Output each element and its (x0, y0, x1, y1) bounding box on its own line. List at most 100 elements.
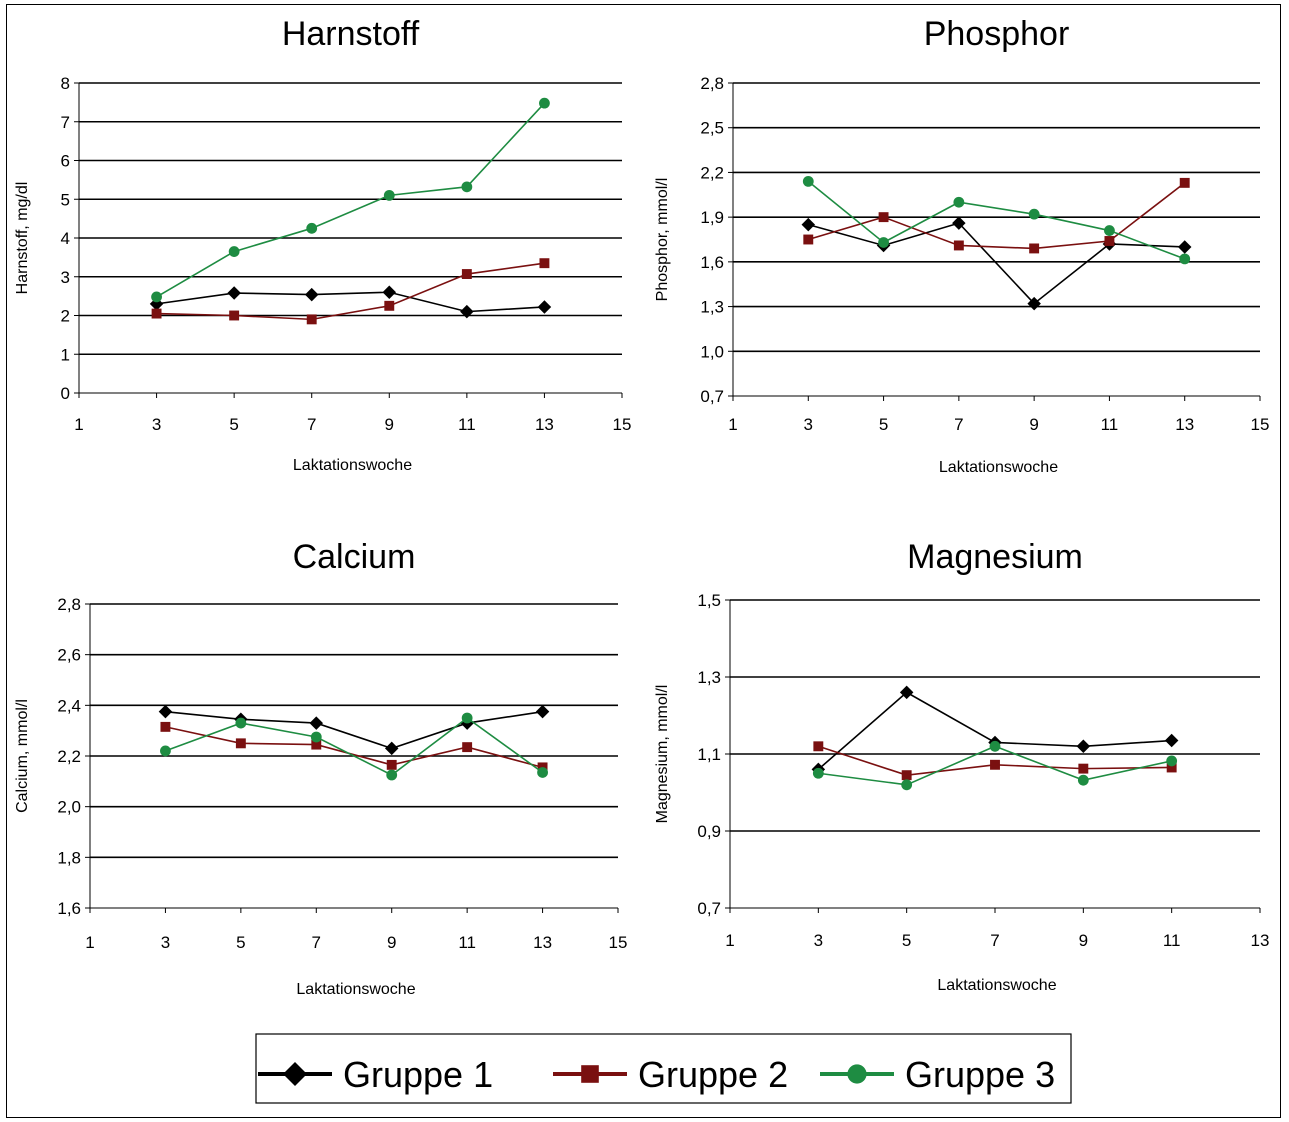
y-tick-label: 0,7 (700, 387, 724, 406)
x-tick-label: 5 (879, 415, 888, 434)
y-tick-label: 1,0 (700, 342, 724, 361)
data-point (537, 300, 552, 314)
data-point (953, 240, 964, 251)
data-point (878, 237, 889, 248)
series-line (165, 717, 544, 776)
series-line (808, 222, 1185, 305)
series-gruppe-1 (801, 216, 1192, 311)
x-tick-label: 13 (535, 415, 554, 434)
data-point (1029, 243, 1040, 254)
x-tick-label: 3 (152, 415, 161, 434)
legend-marker (581, 1065, 599, 1083)
data-point (1177, 240, 1192, 254)
y-tick-label: 2,5 (700, 119, 724, 138)
chart-title: Phosphor (924, 15, 1070, 53)
data-point (535, 704, 550, 719)
x-tick-label: 5 (902, 931, 911, 950)
series-gruppe-2 (151, 258, 550, 325)
data-point (1179, 253, 1191, 265)
data-point (1028, 208, 1040, 220)
data-point (310, 731, 322, 743)
data-point (228, 246, 240, 257)
data-point (1164, 733, 1179, 748)
x-tick-label: 9 (387, 933, 396, 952)
y-tick-label: 0,9 (697, 822, 721, 841)
data-point (151, 291, 162, 303)
data-point (1077, 774, 1089, 786)
x-tick-label: 1 (74, 415, 83, 434)
figure-frame (6, 4, 1281, 1118)
x-tick-label: 11 (458, 933, 476, 952)
data-point (952, 216, 966, 230)
data-point (1027, 296, 1041, 311)
series-gruppe-2 (803, 177, 1190, 254)
legend-entry: Gruppe 2 (553, 1054, 788, 1095)
y-tick-label: 5 (61, 190, 70, 209)
data-point (160, 745, 171, 757)
x-tick-label: 7 (990, 931, 999, 950)
legend-entry: Gruppe 3 (820, 1054, 1055, 1095)
data-point (899, 685, 914, 700)
data-point (462, 742, 473, 753)
series-gruppe-1 (149, 285, 552, 319)
data-point (878, 212, 889, 223)
data-point (901, 770, 912, 781)
series-line (165, 726, 543, 769)
x-tick-label: 15 (1251, 415, 1270, 434)
y-tick-label: 1,6 (700, 253, 724, 272)
data-point (386, 769, 398, 781)
y-tick-label: 2,2 (57, 747, 81, 766)
y-tick-label: 2,4 (57, 696, 81, 715)
data-point (989, 740, 1001, 752)
data-point (539, 97, 550, 109)
y-axis-label: Phosphor, mmol/l (654, 178, 671, 302)
y-axis-label: Harnstoff, mg/dl (14, 182, 31, 295)
series-line (156, 291, 545, 313)
y-tick-label: 2,2 (700, 163, 724, 182)
x-axis-label: Laktationswoche (296, 981, 415, 998)
x-tick-label: 1 (728, 415, 737, 434)
y-tick-label: 1,9 (700, 208, 724, 227)
legend: Gruppe 1 Gruppe 2 Gruppe 3 (255, 1033, 1072, 1104)
data-point (229, 310, 240, 321)
series-gruppe-3 (151, 97, 550, 303)
y-tick-label: 0,7 (697, 899, 721, 918)
y-tick-label: 4 (61, 229, 70, 248)
data-point (306, 314, 317, 325)
data-point (309, 716, 324, 730)
data-point (461, 269, 472, 279)
series-gruppe-2 (160, 721, 548, 773)
x-tick-label: 7 (312, 933, 321, 952)
data-point (801, 217, 816, 232)
data-point (158, 704, 173, 719)
chart-title: Harnstoff (282, 15, 420, 53)
data-point (803, 234, 814, 245)
data-point (306, 222, 318, 234)
y-tick-label: 2 (61, 307, 70, 326)
y-tick-label: 1,6 (57, 899, 81, 918)
x-tick-label: 1 (85, 933, 94, 952)
x-tick-label: 7 (307, 415, 316, 434)
x-tick-label: 7 (954, 415, 963, 434)
data-point (235, 717, 247, 729)
data-point (537, 767, 548, 778)
data-point (990, 759, 1000, 770)
x-tick-label: 9 (385, 415, 394, 434)
x-axis-label: Laktationswoche (937, 977, 1056, 994)
data-point (953, 196, 965, 208)
y-tick-label: 3 (61, 268, 70, 287)
data-point (539, 258, 550, 269)
series-line (156, 102, 546, 298)
data-point (151, 308, 162, 319)
data-point (1104, 225, 1115, 236)
y-tick-label: 0 (61, 384, 70, 403)
y-tick-label: 1,8 (57, 848, 81, 867)
x-tick-label: 11 (1163, 931, 1181, 950)
legend-box (255, 1033, 1072, 1104)
series-line (808, 182, 1186, 250)
y-axis-label: Magnesium, mmol/l (654, 685, 671, 824)
y-tick-label: 1 (61, 345, 70, 364)
